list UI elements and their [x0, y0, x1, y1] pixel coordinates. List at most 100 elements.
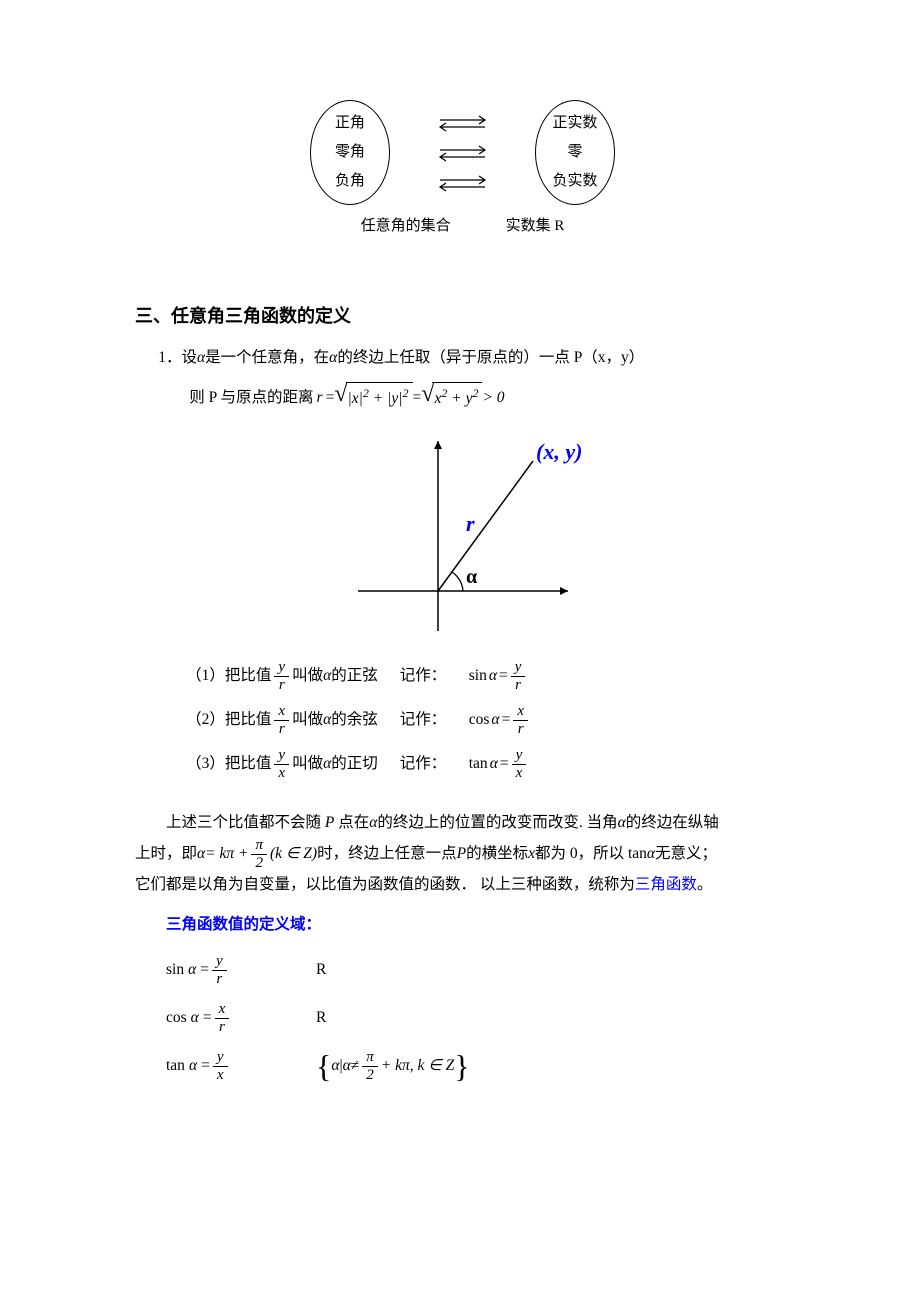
d3-num: y: [274, 747, 289, 765]
domain-title-text: 三角函数值的定义域：: [166, 916, 321, 933]
p2-kinZ: (k ∈ Z): [270, 840, 317, 868]
section-title: 三、任意角三角函数的定义: [135, 300, 790, 332]
d1-mid: 记作：: [400, 662, 455, 690]
d1-alpha: α: [323, 662, 331, 690]
p2-k: 。: [697, 876, 713, 893]
p2-pinum: π: [251, 837, 267, 855]
arrow-group: [435, 114, 490, 192]
dom3-den: x: [213, 1067, 228, 1084]
dom1-alpha: α: [188, 956, 196, 984]
eq-sign-2: =: [413, 384, 422, 412]
p2-b: 点在: [334, 814, 369, 831]
p2-alpha2: α: [618, 814, 626, 831]
trig-definitions: （1）把比值 yr 叫做α的正弦 记作： sinα = yr （2）把比值 xr…: [186, 659, 790, 781]
p2-P2: P: [457, 840, 466, 868]
abs-x: |x|: [348, 390, 363, 407]
domain-sin: sinα= yr R: [166, 953, 790, 987]
def-line2: 则 P 与原点的距离 r = √ |x|2 + |y|2 = √ x2 + y2…: [189, 382, 790, 413]
dom3-sa2: α: [343, 1052, 351, 1080]
right-ellipse-label: 实数集 R: [506, 213, 565, 240]
dom3-num: y: [213, 1049, 228, 1067]
p2-f: 时，终边上任意一点: [317, 840, 457, 868]
definition-intro: 1．设α是一个任意角，在α的终边上任取（异于原点的）一点 P（x，y） 则 P …: [158, 344, 790, 413]
d3-pre: （3）把比值: [186, 750, 271, 778]
p2-alpha4: α: [647, 840, 655, 868]
p2-piden: 2: [251, 855, 267, 872]
d3-mid: 记作：: [400, 750, 455, 778]
d3-post: 叫做: [292, 750, 323, 778]
d3-rnum: y: [512, 747, 527, 765]
dom3-sa: α: [331, 1052, 339, 1080]
dom1-rhs: R: [316, 956, 326, 984]
d2-rden: r: [514, 721, 528, 738]
summary-paragraph: 上述三个比值都不会随 P 点在α的终边上的位置的改变而改变. 当角α的终边在纵轴: [135, 809, 790, 837]
dom3-piden: 2: [362, 1067, 378, 1084]
dom2-rhs: R: [316, 1004, 326, 1032]
dom3-neq: ≠: [351, 1052, 360, 1080]
sq2: 2: [403, 386, 409, 400]
d3-fn: tan: [469, 750, 488, 778]
p2-alpha3: α: [197, 840, 205, 868]
trig-function-link: 三角函数: [635, 876, 697, 893]
d2-den: r: [275, 721, 289, 738]
d1-lhsa: α: [489, 662, 497, 690]
right-ellipse-row1: 正实数: [552, 110, 597, 137]
sqrt-2: √ x2 + y2: [421, 382, 482, 413]
d1-den: r: [275, 677, 289, 694]
domain-tan: tanα= yx { α | α ≠ π2 + kπ, k ∈ Z }: [166, 1049, 790, 1083]
p2-a: 上述三个比值都不会随: [166, 814, 325, 831]
ellipse-mapping-diagram: 正角 零角 负角: [135, 100, 790, 205]
d3-lhsa: α: [490, 750, 498, 778]
left-ellipse-label: 任意角的集合: [361, 213, 451, 240]
def-line1-c: 的终边上任取（异于原点的）一点 P（x，y）: [337, 349, 644, 366]
d1-rden: r: [511, 677, 525, 694]
d2-post2: 的余弦: [331, 706, 378, 734]
sqrt-1: √ |x|2 + |y|2: [334, 382, 412, 413]
d2-post: 叫做: [292, 706, 323, 734]
dom3-alpha: α: [189, 1052, 197, 1080]
dom1-fn: sin: [166, 956, 184, 984]
d2-rnum: x: [513, 703, 528, 721]
summary-line2: 上时，即α = kπ + π2(k ∈ Z)时，终边上任意一点 P的横坐标 x …: [135, 837, 790, 871]
summary-line3: 它们都是以角为自变量，以比值为函数值的函数． 以上三种函数，统称为三角函数。: [135, 871, 790, 899]
abs-y: |y|: [387, 390, 402, 407]
domain-cos: cosα= xr R: [166, 1001, 790, 1035]
d2-mid: 记作：: [400, 706, 455, 734]
point-label: (x, y): [536, 439, 582, 464]
dom2-alpha: α: [191, 1004, 199, 1032]
right-ellipse-row2: 零: [567, 139, 582, 166]
d3-den: x: [274, 765, 289, 782]
d1-post2: 的正弦: [331, 662, 378, 690]
right-ellipse-row3: 负实数: [552, 168, 597, 195]
d1-rnum: y: [511, 659, 526, 677]
def-tan: （3）把比值 yx 叫做α的正切 记作： tanα = yx: [186, 747, 790, 781]
d3-alpha: α: [323, 750, 331, 778]
dom2-fn: cos: [166, 1004, 187, 1032]
bi-arrow-1: [435, 114, 490, 132]
def-line1-a: 1．设: [158, 349, 197, 366]
p2-i: 无意义；: [655, 840, 717, 868]
eq-sign-1: =: [326, 384, 335, 412]
right-ellipse: 正实数 零 负实数: [535, 100, 615, 205]
p2-eq: = kπ +: [205, 840, 248, 868]
plus2: +: [447, 390, 465, 407]
d2-alpha: α: [323, 706, 331, 734]
coordinate-diagram: (x, y) r α: [135, 431, 790, 641]
r-label: r: [466, 511, 475, 536]
def-line2-a: 则 P 与原点的距离: [189, 384, 313, 412]
bi-arrow-3: [435, 174, 490, 192]
def-line1: 1．设α是一个任意角，在α的终边上任取（异于原点的）一点 P（x，y）: [158, 344, 790, 372]
def-cos: （2）把比值 xr 叫做α的余弦 记作： cosα = xr: [186, 703, 790, 737]
d2-num: x: [274, 703, 289, 721]
p2-c: 的终边上的位置的改变而改变. 当角: [377, 814, 617, 831]
dom3-fn: tan: [166, 1052, 185, 1080]
r-var: r: [317, 384, 323, 412]
d3-rden: x: [512, 765, 527, 782]
sq4: 2: [472, 386, 478, 400]
dom1-den: r: [212, 971, 226, 988]
left-ellipse-row1: 正角: [335, 110, 365, 137]
dom1-num: y: [212, 953, 227, 971]
p2-x: x: [528, 840, 535, 868]
left-ellipse-row3: 负角: [335, 168, 365, 195]
d1-pre: （1）把比值: [186, 662, 271, 690]
